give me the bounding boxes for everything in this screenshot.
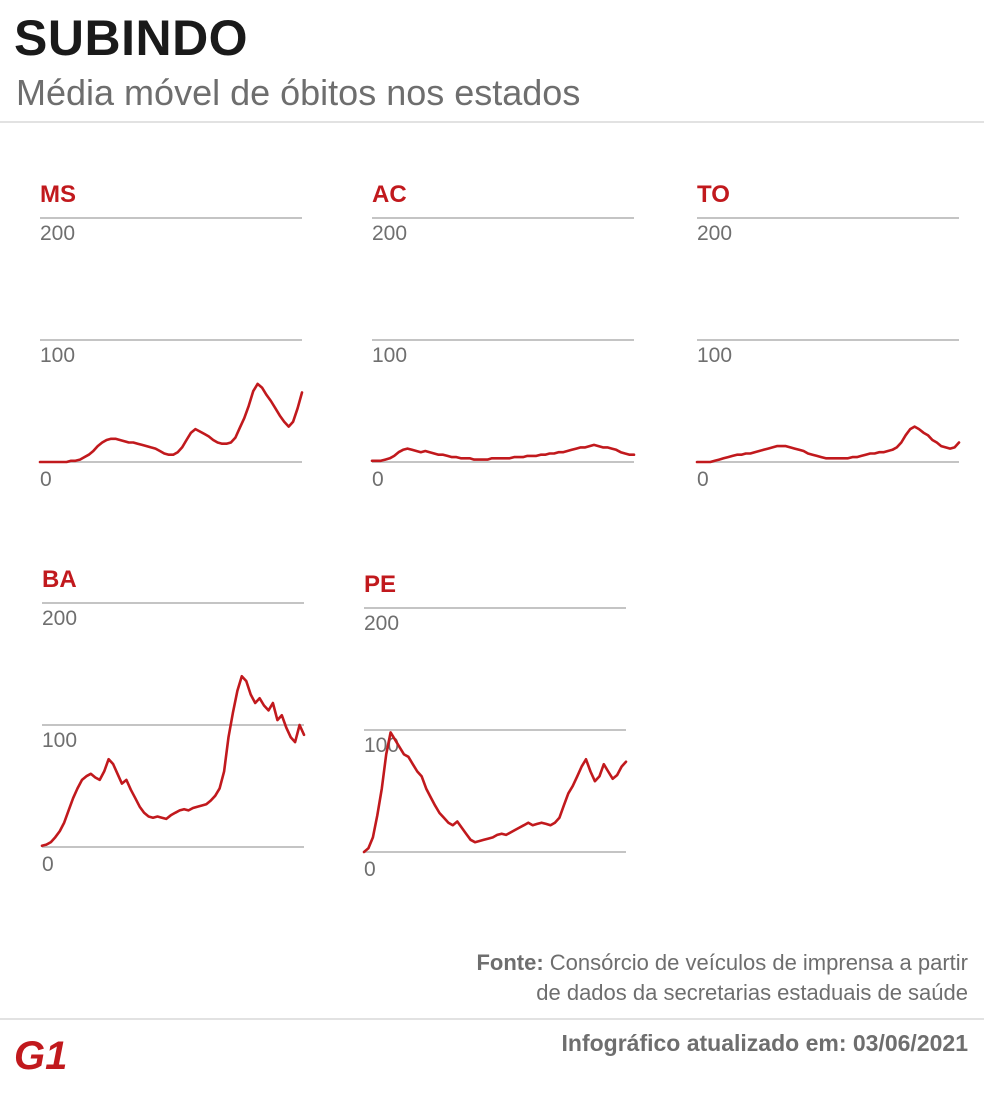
tick-label-pe-0: 0 <box>364 858 376 881</box>
tick-label-to-200: 200 <box>697 222 732 245</box>
panel-label-to: TO <box>697 181 730 208</box>
tick-label-to-100: 100 <box>697 344 732 367</box>
tick-label-ac-100: 100 <box>372 344 407 367</box>
series-line-ms <box>38 382 304 464</box>
g1-logo: G1 <box>14 1034 67 1074</box>
series-line-to <box>695 425 961 464</box>
tick-label-ms-0: 0 <box>40 468 52 491</box>
chart-panel-to: TO 0 100 200 <box>695 181 961 491</box>
source-label: Fonte: <box>476 950 544 975</box>
source-text-line2: de dados da secretarias estaduais de saú… <box>536 980 968 1005</box>
tick-label-ac-0: 0 <box>372 468 384 491</box>
source-text-line1: Consórcio de veículos de imprensa a part… <box>549 950 968 975</box>
chart-panel-ms: MS 0 100 200 <box>38 181 304 491</box>
source-note: Fonte: Consórcio de veículos de imprensa… <box>348 948 968 1008</box>
updated-date: Infográfico atualizado em: 03/06/2021 <box>561 1030 968 1056</box>
panel-label-pe: PE <box>364 571 396 598</box>
tick-label-to-0: 0 <box>697 468 709 491</box>
tick-label-ba-200: 200 <box>42 607 77 630</box>
series-line-ac <box>370 443 636 463</box>
panel-label-ba: BA <box>42 566 77 593</box>
tick-label-ms-200: 200 <box>40 222 75 245</box>
header-divider <box>0 121 984 123</box>
series-line-ba <box>40 674 306 848</box>
g1-logo-text: G1 <box>14 1034 67 1074</box>
chart-panel-ac: AC 0 100 200 <box>370 181 636 491</box>
page-subtitle: Média móvel de óbitos nos estados <box>16 72 581 113</box>
chart-panel-ba: BA 0 100 200 <box>40 566 306 876</box>
tick-label-pe-200: 200 <box>364 612 399 635</box>
tick-label-ba-0: 0 <box>42 853 54 876</box>
series-line-pe <box>362 731 628 854</box>
page-title: SUBINDO <box>14 10 249 66</box>
footer-divider <box>0 1018 984 1020</box>
tick-label-ms-100: 100 <box>40 344 75 367</box>
tick-label-ac-200: 200 <box>372 222 407 245</box>
tick-label-ba-100: 100 <box>42 729 77 752</box>
panel-label-ac: AC <box>372 181 407 208</box>
panel-label-ms: MS <box>40 181 76 208</box>
